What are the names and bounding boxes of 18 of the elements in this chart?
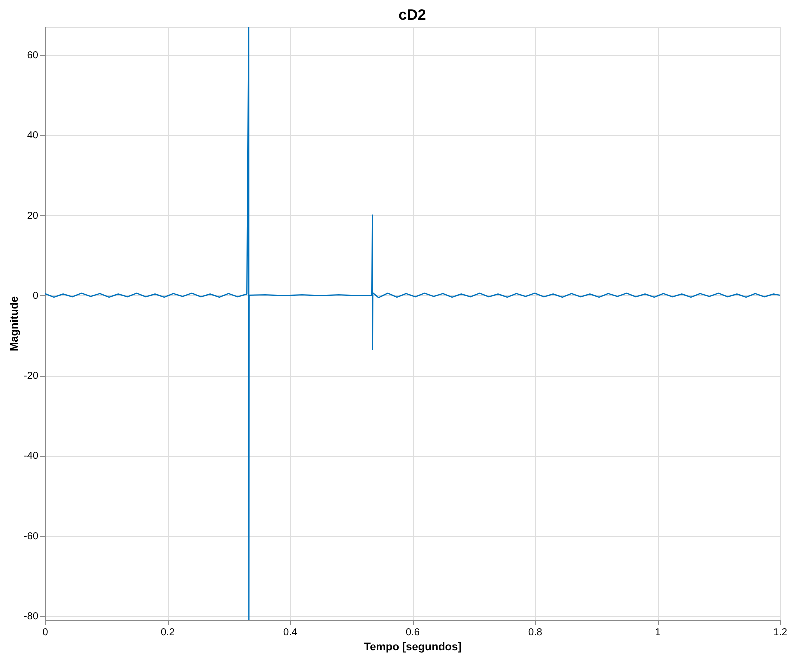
x-tick-label: 0.2	[161, 628, 176, 638]
x-tick-label: 0	[42, 628, 49, 638]
y-tick-label: 20	[27, 210, 39, 222]
y-tick-label: 40	[27, 130, 39, 142]
x-tick-label: 0.4	[284, 628, 298, 638]
y-tick-label: -40	[24, 451, 39, 462]
x-tick-label: 1	[655, 628, 662, 638]
x-tick-label: 0.6	[406, 628, 420, 638]
y-axis-title: Magnitude	[9, 296, 22, 352]
y-tick-label: -80	[24, 611, 39, 622]
y-tick-label: -20	[24, 371, 39, 382]
y-tick-label: 0	[32, 290, 39, 302]
y-tick-label: -60	[24, 531, 39, 542]
x-tick-label: 1.2	[774, 628, 788, 638]
x-axis-title: Tempo [segundos]	[364, 642, 462, 654]
y-tick-label: 60	[27, 50, 39, 62]
x-tick-label: 0.8	[528, 628, 543, 638]
chart-title: cD2	[398, 7, 426, 24]
